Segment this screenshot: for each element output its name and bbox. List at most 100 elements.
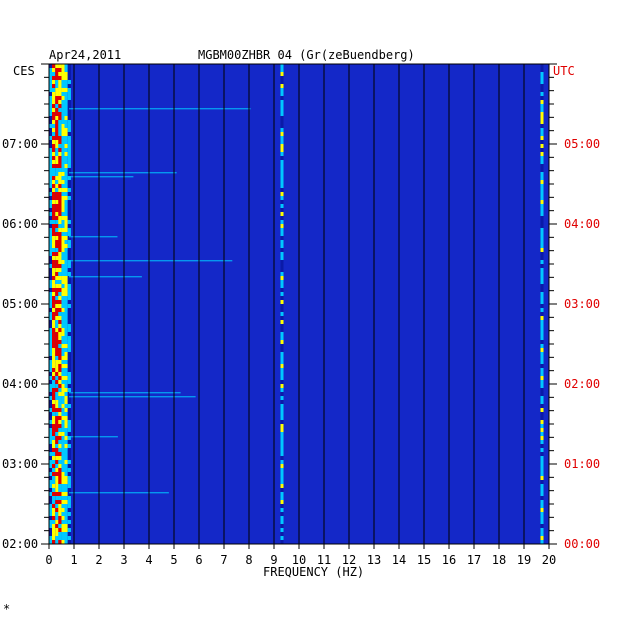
spectrogram-cell bbox=[61, 192, 65, 197]
spectrogram-line-cell bbox=[280, 380, 284, 385]
spectrogram-cell bbox=[64, 296, 68, 301]
spectrogram-line-cell bbox=[280, 276, 284, 281]
spectrogram-cell bbox=[49, 444, 53, 449]
spectrogram-cell bbox=[58, 216, 62, 221]
spectrogram-cell bbox=[55, 448, 59, 453]
spectrogram-cell bbox=[64, 516, 68, 521]
spectrogram-streak bbox=[69, 108, 251, 110]
spectrogram-cell bbox=[67, 80, 71, 85]
spectrogram-cell bbox=[52, 356, 56, 361]
spectrogram-cell bbox=[58, 540, 62, 545]
spectrogram-cell bbox=[58, 436, 62, 441]
spectrogram-cell bbox=[55, 228, 59, 233]
spectrogram-line-cell bbox=[280, 212, 284, 217]
spectrogram-cell bbox=[61, 240, 65, 245]
spectrogram-cell bbox=[52, 384, 56, 389]
spectrogram-line-cell bbox=[280, 136, 284, 141]
spectrogram-cell bbox=[67, 488, 71, 493]
spectrogram-cell bbox=[49, 416, 53, 421]
spectrogram-cell bbox=[58, 124, 62, 129]
spectrogram-cell bbox=[49, 352, 53, 357]
spectrogram-cell bbox=[55, 472, 59, 477]
spectrogram-line-cell bbox=[280, 524, 284, 529]
spectrogram-cell bbox=[58, 236, 62, 241]
spectrogram-line-cell bbox=[280, 364, 284, 369]
spectrogram-cell bbox=[67, 532, 71, 537]
spectrogram-line-cell bbox=[280, 84, 284, 89]
spectrogram-line-cell bbox=[280, 292, 284, 297]
spectrogram-cell bbox=[55, 392, 59, 397]
spectrogram-cell bbox=[55, 120, 59, 125]
spectrogram-cell bbox=[64, 248, 68, 253]
spectrogram-cell bbox=[64, 252, 68, 257]
spectrogram-cell bbox=[61, 124, 65, 129]
spectrogram-cell bbox=[67, 208, 71, 213]
spectrogram-cell bbox=[58, 468, 62, 473]
spectrogram-cell bbox=[67, 468, 71, 473]
spectrogram-cell bbox=[61, 500, 65, 505]
spectrogram-line-cell bbox=[540, 528, 544, 533]
spectrogram-line-cell bbox=[540, 288, 544, 293]
x-axis-label: FREQUENCY (HZ) bbox=[263, 565, 364, 579]
spectrogram-line-cell bbox=[540, 516, 544, 521]
spectrogram-cell bbox=[61, 104, 65, 109]
spectrogram-cell bbox=[52, 536, 56, 541]
spectrogram-cell bbox=[49, 412, 53, 417]
spectrogram-line-cell bbox=[540, 120, 544, 125]
spectrogram-cell bbox=[67, 312, 71, 317]
spectrogram-line-cell bbox=[280, 284, 284, 289]
spectrogram-line-cell bbox=[280, 304, 284, 309]
spectrogram-line-cell bbox=[280, 444, 284, 449]
spectrogram-cell bbox=[49, 524, 53, 529]
spectrogram-line-cell bbox=[280, 348, 284, 353]
spectrogram-cell bbox=[52, 304, 56, 309]
spectrogram-cell bbox=[49, 480, 53, 485]
spectrogram-cell bbox=[67, 248, 71, 253]
spectrogram-cell bbox=[58, 192, 62, 197]
spectrogram-cell bbox=[64, 384, 68, 389]
spectrogram-line-cell bbox=[540, 316, 544, 321]
spectrogram-cell bbox=[52, 164, 56, 169]
spectrogram-cell bbox=[58, 384, 62, 389]
spectrogram-line-cell bbox=[280, 456, 284, 461]
spectrogram-cell bbox=[55, 272, 59, 277]
spectrogram-cell bbox=[58, 496, 62, 501]
spectrogram-cell bbox=[49, 536, 53, 541]
spectrogram-cell bbox=[67, 480, 71, 485]
spectrogram-cell bbox=[58, 312, 62, 317]
spectrogram-cell bbox=[58, 332, 62, 337]
spectrogram-line-cell bbox=[540, 496, 544, 501]
spectrogram-cell bbox=[64, 360, 68, 365]
spectrogram-line-cell bbox=[280, 160, 284, 165]
spectrogram-cell bbox=[52, 412, 56, 417]
spectrogram-cell bbox=[64, 124, 68, 129]
spectrogram-cell bbox=[49, 308, 53, 313]
spectrogram-cell bbox=[64, 112, 68, 117]
spectrogram-cell bbox=[58, 140, 62, 145]
spectrogram-cell bbox=[67, 280, 71, 285]
spectrogram-line-cell bbox=[280, 504, 284, 509]
spectrogram-cell bbox=[67, 172, 71, 177]
spectrogram-cell bbox=[49, 188, 53, 193]
spectrogram-cell bbox=[64, 208, 68, 213]
spectrogram-cell bbox=[49, 136, 53, 141]
spectrogram-cell bbox=[64, 312, 68, 317]
spectrogram-cell bbox=[67, 148, 71, 153]
spectrogram-cell bbox=[61, 80, 65, 85]
spectrogram-cell bbox=[49, 212, 53, 217]
spectrogram-cell bbox=[58, 144, 62, 149]
spectrogram-cell bbox=[58, 352, 62, 357]
spectrogram-cell bbox=[67, 348, 71, 353]
spectrogram-cell bbox=[64, 468, 68, 473]
spectrogram-cell bbox=[55, 80, 59, 85]
spectrogram-cell bbox=[64, 116, 68, 121]
spectrogram-cell bbox=[58, 132, 62, 137]
spectrogram-line-cell bbox=[540, 324, 544, 329]
spectrogram-line-cell bbox=[540, 168, 544, 173]
spectrogram-cell bbox=[55, 452, 59, 457]
spectrogram-cell bbox=[58, 252, 62, 257]
spectrogram-cell bbox=[67, 540, 71, 545]
spectrogram-line-cell bbox=[280, 108, 284, 113]
spectrogram-cell bbox=[58, 148, 62, 153]
spectrogram-cell bbox=[58, 220, 62, 225]
